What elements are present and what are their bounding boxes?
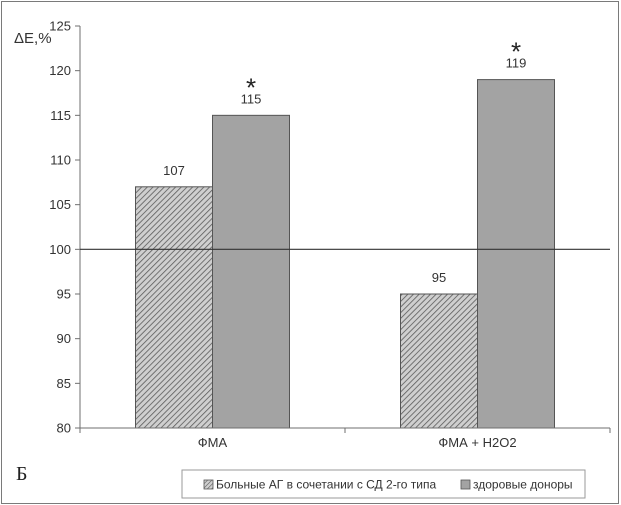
category-label: ФМА + H2O2 bbox=[438, 435, 516, 450]
y-tick-label: 80 bbox=[57, 421, 71, 436]
y-axis: 80 85 90 95 100 105 110 115 120 125 bbox=[49, 19, 81, 436]
y-tick-label: 125 bbox=[49, 19, 71, 34]
legend: Больные АГ в сочетании с СД 2-го типа здо… bbox=[181, 469, 586, 499]
data-label: 115 bbox=[241, 91, 262, 106]
significance-star: * bbox=[511, 37, 521, 67]
bar-patients-1 bbox=[400, 293, 478, 429]
data-label: 107 bbox=[163, 163, 185, 178]
significance-star: * bbox=[246, 72, 256, 102]
legend-swatch-patients bbox=[203, 479, 214, 490]
y-tick-label: 105 bbox=[49, 197, 71, 212]
y-tick-label: 90 bbox=[57, 331, 71, 346]
category-label: ФМА bbox=[198, 435, 228, 450]
bar-donors-1 bbox=[477, 79, 555, 429]
bar-donors-0 bbox=[212, 114, 290, 429]
legend-label-patients: Больные АГ в сочетании с СД 2-го типа bbox=[216, 478, 437, 492]
x-axis: ФМА ФМА + H2O2 bbox=[79, 427, 611, 450]
y-tick-label: 120 bbox=[49, 63, 71, 78]
y-axis-label: ΔE,% bbox=[14, 30, 52, 47]
y-tick-label: 85 bbox=[57, 376, 71, 391]
data-label: 119 bbox=[506, 56, 527, 71]
bar-patients-0 bbox=[135, 186, 213, 429]
legend-label-donors: здоровые доноры bbox=[473, 478, 573, 492]
y-tick-label: 115 bbox=[50, 108, 71, 123]
y-tick-label: 110 bbox=[50, 153, 71, 168]
legend-swatch-donors bbox=[460, 479, 471, 490]
y-tick-label: 95 bbox=[57, 287, 71, 302]
y-tick-label: 100 bbox=[49, 242, 71, 257]
panel-letter: Б bbox=[16, 463, 27, 485]
legend-box bbox=[181, 469, 586, 499]
data-label: 95 bbox=[432, 270, 446, 285]
